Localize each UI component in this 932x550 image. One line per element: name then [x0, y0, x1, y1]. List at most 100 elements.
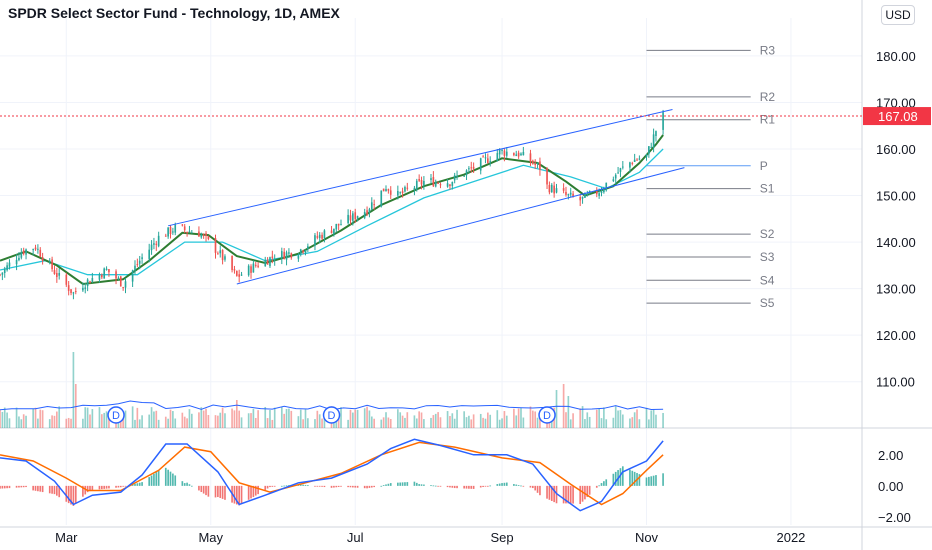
volume-bar: [6, 412, 8, 428]
macd-histogram-bar: [397, 482, 399, 486]
candle: [399, 191, 402, 195]
candle-body: [636, 159, 638, 161]
macd-histogram-bar: [153, 473, 155, 486]
macd-histogram-bar: [439, 485, 442, 487]
candle-body: [67, 285, 70, 291]
macd-histogram-bar: [638, 474, 641, 486]
candle-body: [207, 236, 210, 240]
volume-bar: [169, 409, 172, 428]
volume-bar: [662, 412, 664, 428]
macd-histogram-bar: [18, 485, 20, 488]
volume-bar: [41, 410, 44, 428]
pivot-levels: R3 R2 R1 P S1 S2 S3 S4 S5: [646, 43, 775, 310]
candle-body: [101, 274, 103, 278]
candle-body: [271, 256, 274, 258]
volume-bar: [434, 413, 437, 428]
volume-bar: [25, 415, 27, 428]
candle: [32, 248, 34, 256]
macd-histogram-bar: [598, 485, 600, 487]
volume-bar: [307, 418, 309, 428]
volume-bar: [617, 410, 619, 428]
candle: [250, 264, 252, 279]
currency-button[interactable]: USD: [881, 5, 915, 25]
volume-bar: [198, 412, 200, 428]
candle: [307, 243, 309, 253]
candle-body: [536, 163, 539, 165]
candle-body: [584, 193, 586, 198]
candle: [487, 153, 489, 164]
candle: [48, 258, 51, 265]
macd-histogram-bar: [401, 482, 404, 486]
candle-body: [56, 272, 58, 278]
candle-body: [449, 184, 451, 186]
volume-bar: [148, 414, 151, 428]
macd-histogram-bar: [340, 485, 342, 487]
candle: [489, 156, 492, 167]
macd-histogram-bar: [650, 476, 653, 486]
volume-bar: [84, 407, 87, 428]
candle: [420, 176, 423, 190]
candle: [285, 250, 288, 266]
volume-bar: [252, 408, 255, 428]
macd-histogram-bar: [489, 485, 492, 487]
volume-bar: [614, 406, 617, 428]
macd-histogram-bar: [569, 485, 572, 504]
macd-histogram-bar: [619, 468, 622, 486]
candle: [385, 185, 387, 192]
candle-body: [131, 270, 134, 282]
candle-body: [662, 112, 664, 130]
candle-body: [432, 177, 435, 187]
candle: [231, 255, 233, 273]
candle-body: [349, 215, 352, 221]
macd-histogram-bar: [406, 482, 409, 486]
macd-histogram-bar: [418, 484, 420, 486]
volume-bar: [453, 418, 456, 428]
time-tick-label: May: [198, 530, 223, 545]
macd-histogram-bar: [588, 485, 591, 495]
macd-histogram-bar: [136, 483, 139, 486]
macd-histogram-bar: [89, 485, 91, 492]
candle: [221, 249, 224, 265]
macd-histogram-bar: [423, 484, 425, 486]
volume-bar: [584, 419, 586, 428]
macd-histogram-bar: [214, 485, 217, 498]
macd-histogram-bar: [221, 485, 224, 499]
candle: [406, 182, 409, 191]
candle-body: [65, 274, 68, 285]
candle: [186, 231, 188, 237]
candle-body: [70, 289, 72, 294]
volume-bar: [174, 418, 177, 428]
candle: [404, 185, 406, 193]
candle: [347, 209, 349, 225]
candle-body: [340, 224, 342, 226]
macd-histogram-bar: [188, 484, 191, 486]
volume-bar: [380, 419, 383, 428]
candle-body: [219, 250, 222, 254]
volume-bar: [354, 409, 357, 428]
macd-histogram-bar: [470, 485, 473, 489]
candle: [650, 142, 653, 148]
price-tick-label: 170.00: [876, 95, 916, 110]
volume-bar: [415, 418, 418, 428]
candle-body: [567, 194, 570, 196]
macd-histogram-bar: [200, 485, 203, 493]
candle: [266, 257, 269, 265]
candle-body: [266, 259, 269, 265]
candle: [280, 247, 283, 265]
volume-bar: [70, 418, 72, 428]
volume-bar: [150, 407, 153, 428]
candle: [567, 193, 570, 200]
volume-bar: [290, 410, 293, 428]
candle-body: [91, 278, 94, 282]
candle: [484, 153, 487, 164]
last-price-label: 167.08: [878, 109, 918, 124]
macd-histogram-bar: [252, 485, 255, 497]
candle-body: [548, 185, 551, 193]
macd-histogram-bar: [430, 485, 432, 487]
candle-body: [202, 234, 205, 236]
candle: [482, 154, 484, 158]
volume-bar: [48, 419, 51, 428]
volume-bar: [164, 416, 167, 428]
